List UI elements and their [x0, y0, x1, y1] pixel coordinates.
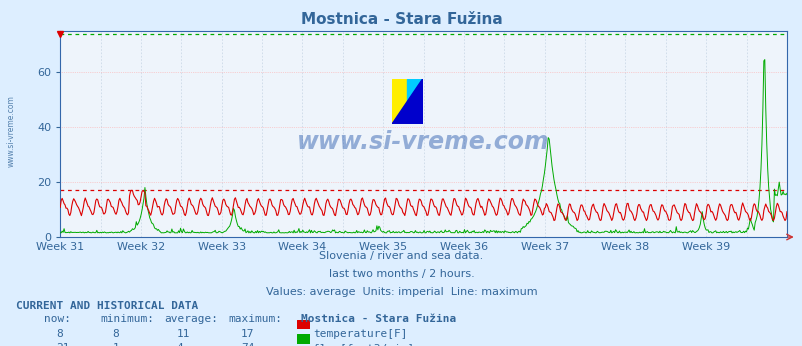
Text: Values: average  Units: imperial  Line: maximum: Values: average Units: imperial Line: ma…: [265, 287, 537, 297]
Text: average:: average:: [164, 314, 218, 324]
Text: last two months / 2 hours.: last two months / 2 hours.: [328, 269, 474, 279]
Text: www.si-vreme.com: www.si-vreme.com: [6, 95, 15, 167]
Text: 11: 11: [176, 329, 190, 339]
Bar: [407, 79, 422, 124]
Text: Mostnica - Stara Fužina: Mostnica - Stara Fužina: [301, 314, 456, 324]
Text: now:: now:: [44, 314, 71, 324]
Text: 74: 74: [241, 343, 254, 346]
Text: 17: 17: [241, 329, 254, 339]
Text: 21: 21: [56, 343, 70, 346]
Text: 1: 1: [112, 343, 119, 346]
Text: 8: 8: [56, 329, 63, 339]
Text: maximum:: maximum:: [229, 314, 282, 324]
Text: www.si-vreme.com: www.si-vreme.com: [297, 130, 549, 154]
Text: flow[foot3/min]: flow[foot3/min]: [313, 343, 414, 346]
Polygon shape: [391, 79, 422, 124]
Text: Slovenia / river and sea data.: Slovenia / river and sea data.: [319, 251, 483, 261]
Bar: [391, 79, 407, 124]
Text: 4: 4: [176, 343, 183, 346]
Text: temperature[F]: temperature[F]: [313, 329, 407, 339]
Text: minimum:: minimum:: [100, 314, 154, 324]
Text: Mostnica - Stara Fužina: Mostnica - Stara Fužina: [300, 12, 502, 27]
Text: CURRENT AND HISTORICAL DATA: CURRENT AND HISTORICAL DATA: [16, 301, 198, 311]
Text: 8: 8: [112, 329, 119, 339]
